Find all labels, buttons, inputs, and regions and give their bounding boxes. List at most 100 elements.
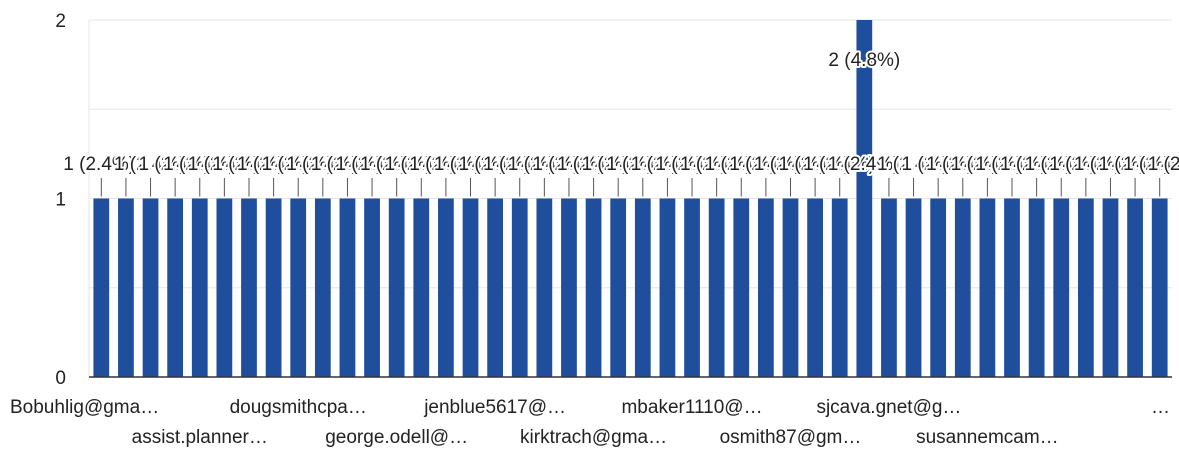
x-category-label: sjcava.gnet@g… — [816, 397, 961, 418]
data-label-halo: 1 (2.4%) — [557, 154, 629, 175]
data-label: 1 (2.4%) — [1025, 154, 1097, 175]
data-label-halo: 1 (2.4%) — [434, 154, 506, 175]
data-label: 1 (2.4%) — [926, 154, 998, 175]
data-label-halo: 1 (2.4%) — [483, 154, 555, 175]
x-category-label: assist.planner… — [132, 427, 268, 448]
data-label: 1 (2.4%) — [459, 154, 531, 175]
bar-29 — [807, 198, 823, 377]
bar-30 — [831, 198, 848, 377]
bar-3 — [167, 198, 184, 377]
bar-39 — [1053, 198, 1070, 377]
data-label-halo: 2 (4.8%) — [828, 50, 900, 71]
data-label: 1 (2.4%) — [360, 154, 432, 175]
data-label: 1 (2.4%) — [409, 154, 481, 175]
data-label-halo: 1 (2.4%) — [1074, 154, 1146, 175]
data-label-halo: 1 (2.4%) — [508, 154, 580, 175]
data-label-halo: 1 (2.4%) — [778, 154, 850, 175]
data-label: 1 (2.4%) — [655, 154, 727, 175]
data-label-halo: 1 (2.4%) — [680, 154, 752, 175]
bar-2 — [142, 198, 159, 377]
data-label: 1 (2.4%) — [877, 154, 949, 175]
bar-21 — [610, 198, 627, 377]
bar-34 — [930, 198, 947, 377]
bar-16 — [487, 198, 504, 377]
data-label-halo: 1 (2.4%) — [311, 154, 383, 175]
y-tick-label: 0 — [55, 368, 66, 389]
y-tick-label: 1 — [55, 190, 66, 211]
data-label-halo: 1 (2.4%) — [1123, 154, 1179, 175]
data-label: 1 (2.4%) — [828, 154, 900, 175]
x-category-label: osmith87@gm… — [720, 427, 862, 448]
bar-0 — [93, 198, 110, 377]
x-category-label: jenblue5617@… — [423, 397, 566, 418]
data-label-halo: 1 (2.4%) — [163, 154, 235, 175]
bar-13 — [413, 198, 430, 377]
bar-12 — [388, 198, 405, 377]
bar-27 — [757, 198, 774, 377]
data-label: 1 (2.4%) — [483, 154, 555, 175]
bar-40 — [1077, 198, 1094, 377]
data-label: 1 (2.4%) — [557, 154, 629, 175]
bar-26 — [733, 198, 750, 377]
data-label-halo: 1 (2.4%) — [114, 154, 186, 175]
bar-35 — [954, 198, 971, 377]
data-label-halo: 1 (2.4%) — [212, 154, 284, 175]
data-label-halo: 1 (2.4%) — [532, 154, 604, 175]
bar-6 — [241, 198, 257, 377]
x-category-label: … — [1151, 397, 1170, 418]
bar-4 — [191, 198, 208, 377]
data-label: 1 (2.4%) — [1148, 154, 1179, 175]
data-label-halo: 1 (2.4%) — [262, 154, 334, 175]
data-label-halo: 1 (2.4%) — [1098, 154, 1170, 175]
data-label-halo: 1 (2.4%) — [409, 154, 481, 175]
bar-7 — [265, 198, 282, 377]
bar-24 — [684, 198, 700, 377]
data-label-halo: 1 (2.4%) — [828, 154, 900, 175]
data-label: 1 (2.4%) — [1123, 154, 1179, 175]
bar-32 — [881, 198, 897, 377]
bar-20 — [585, 198, 602, 377]
data-label: 1 (2.4%) — [606, 154, 678, 175]
bar-28 — [782, 198, 799, 377]
data-label-halo: 1 (2.4%) — [360, 154, 432, 175]
data-label: 1 (2.4%) — [188, 154, 260, 175]
bar-15 — [462, 198, 479, 377]
data-label: 1 (2.4%) — [729, 154, 801, 175]
data-label-halo: 1 (2.4%) — [582, 154, 654, 175]
bar-41 — [1102, 198, 1119, 377]
bar-10 — [339, 198, 356, 377]
data-label: 1 (2.4%) — [680, 154, 752, 175]
bar-14 — [438, 198, 454, 377]
data-label: 1 (2.4%) — [311, 154, 383, 175]
data-label-halo: 1 (2.4%) — [237, 154, 309, 175]
data-label: 1 (2.4%) — [1049, 154, 1121, 175]
data-label: 1 (2.4%) — [335, 154, 407, 175]
y-tick-label: 2 — [55, 11, 66, 32]
data-label-halo: 1 (2.4%) — [385, 154, 457, 175]
x-category-label: Bobuhlig@gma… — [10, 397, 159, 418]
data-label: 1 (2.4%) — [434, 154, 506, 175]
x-category-label: susannemcam… — [916, 427, 1059, 448]
data-label: 1 (2.4%) — [114, 154, 186, 175]
data-label: 1 (2.4%) — [532, 154, 604, 175]
data-label: 1 (2.4%) — [262, 154, 334, 175]
data-label-halo: 1 (2.4%) — [139, 154, 211, 175]
data-label: 1 (2.4%) — [631, 154, 703, 175]
data-label: 1 (2.4%) — [803, 154, 875, 175]
bar-1 — [118, 198, 134, 377]
bar-37 — [1004, 198, 1020, 377]
data-label-halo: 1 (2.4%) — [975, 154, 1047, 175]
data-label-halo: 1 (2.4%) — [1049, 154, 1121, 175]
data-label-halo: 1 (2.4%) — [951, 154, 1023, 175]
data-label-halo: 1 (2.4%) — [705, 154, 777, 175]
data-label-halo: 1 (2.4%) — [1148, 154, 1179, 175]
x-category-label: kirktrach@gma… — [520, 427, 667, 448]
bar-43 — [1151, 198, 1168, 377]
data-label-halo: 1 (2.4%) — [631, 154, 703, 175]
data-label: 2 (4.8%) — [828, 50, 900, 71]
bar-18 — [536, 198, 553, 377]
data-label-halo: 1 (2.4%) — [1000, 154, 1072, 175]
data-label-halo: 1 (2.4%) — [1025, 154, 1097, 175]
data-label: 1 (2.4%) — [1074, 154, 1146, 175]
